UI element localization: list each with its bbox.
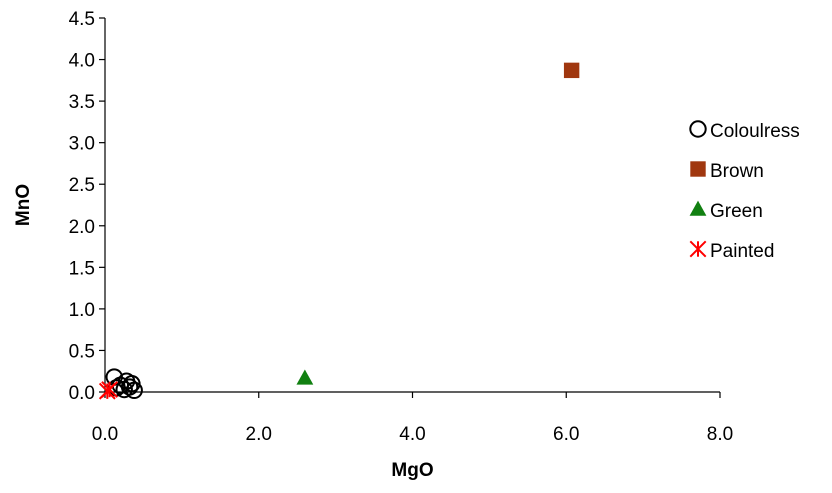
legend-marker-green — [689, 200, 707, 216]
point-coloulress-4 — [120, 378, 139, 396]
point-coloulress-6 — [125, 381, 143, 400]
x-tick-label: 2.0 — [246, 424, 272, 445]
y-tick-label: 4.5 — [69, 9, 95, 30]
point-painted-1 — [101, 381, 119, 398]
legend: Coloulress Brown Green Painted — [689, 120, 800, 262]
legend-label: Coloulress — [710, 121, 800, 142]
y-tick-label: 0.5 — [69, 341, 95, 362]
y-tick-label: 3.5 — [69, 92, 95, 113]
y-tick-label: 4.0 — [69, 51, 95, 72]
legend-label: Painted — [710, 241, 774, 262]
y-tick-label: 0.0 — [69, 383, 95, 404]
x-tick-label: 6.0 — [553, 424, 579, 445]
y-tick-label: 1.0 — [69, 300, 95, 321]
axes — [104, 18, 720, 393]
y-tick-label: 1.5 — [69, 258, 95, 279]
x-tick-label: 8.0 — [707, 424, 733, 445]
legend-item-brown: Brown — [690, 161, 764, 182]
data-points — [98, 62, 580, 400]
point-brown-0 — [563, 62, 580, 79]
x-tick-label: 0.0 — [92, 424, 118, 445]
legend-marker-painted — [689, 240, 707, 258]
legend-item-painted: Painted — [689, 240, 774, 262]
legend-marker-brown — [690, 161, 706, 177]
x-tick-label: 4.0 — [399, 424, 425, 445]
y-tick-label: 2.0 — [69, 217, 95, 238]
legend-item-coloulress: Coloulress — [689, 120, 800, 142]
y-axis-ticks: 0.0 0.5 1.0 1.5 2.0 2.5 3.0 3.5 4.0 4.5 — [69, 9, 105, 404]
y-tick-label: 2.5 — [69, 175, 95, 196]
legend-label: Green — [710, 201, 763, 222]
x-axis-title: MgO — [391, 460, 433, 481]
x-axis-ticks: 0.0 2.0 4.0 6.0 8.0 — [92, 392, 733, 445]
y-tick-label: 3.0 — [69, 134, 95, 155]
legend-marker-coloulress — [689, 120, 707, 138]
point-green-0 — [296, 369, 314, 385]
y-axis-title: MnO — [13, 184, 34, 226]
legend-label: Brown — [710, 161, 764, 182]
legend-item-green: Green — [689, 200, 763, 222]
